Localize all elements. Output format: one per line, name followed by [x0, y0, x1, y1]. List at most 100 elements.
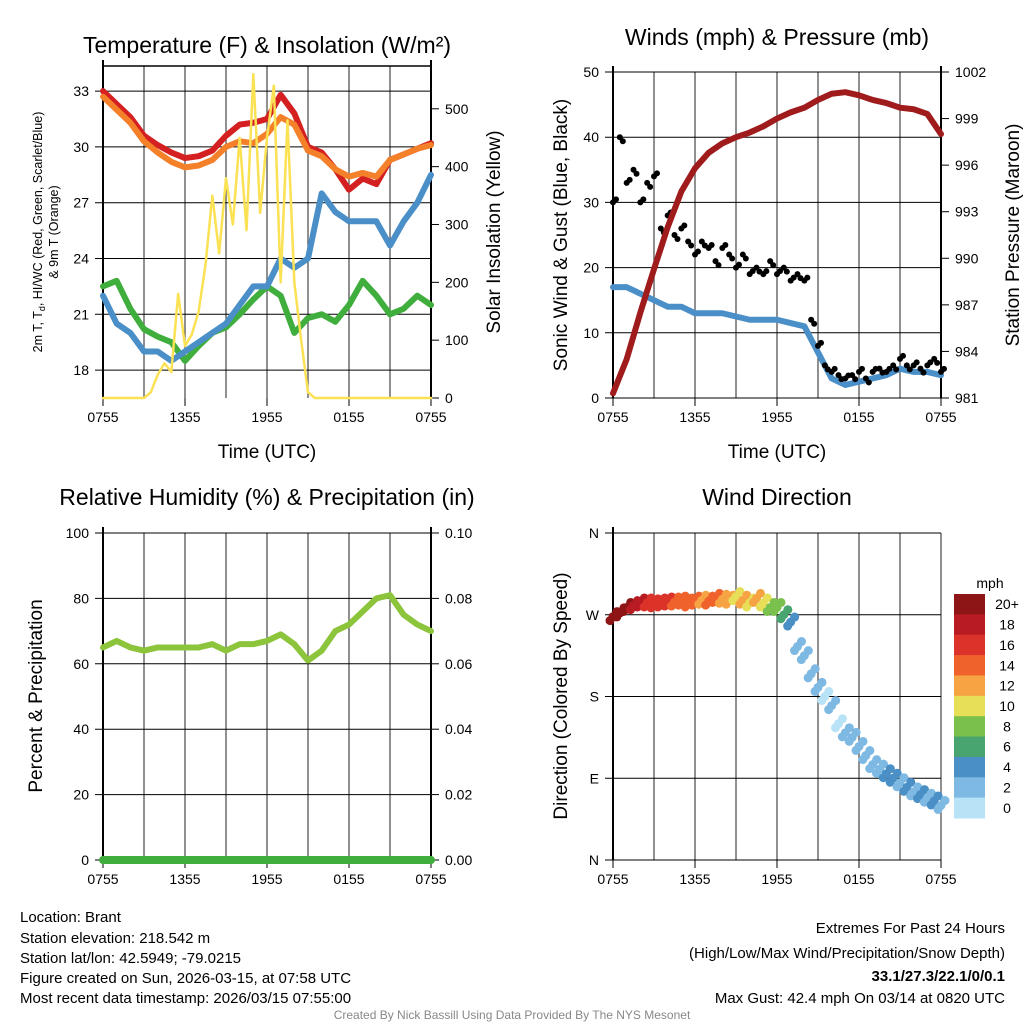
y2-tick-label: 0	[445, 390, 453, 406]
wind-direction-point	[728, 596, 738, 606]
colorbar-swatch	[954, 797, 985, 819]
y2-tick-label: 990	[955, 250, 979, 266]
y-tick-label: 30	[583, 194, 599, 210]
gust-point	[681, 222, 688, 229]
x-tick-label: 0755	[415, 871, 446, 887]
y2-tick-label: 996	[955, 157, 979, 173]
max-gust: Max Gust: 42.4 mph On 03/14 at 0820 UTC	[715, 990, 1005, 1007]
wind-direction-point	[626, 605, 635, 615]
wind-direction-point	[913, 794, 922, 804]
gust-point	[790, 274, 797, 281]
colorbar-label: 14	[999, 657, 1015, 673]
gust-point	[736, 261, 742, 268]
wind-direction-points	[605, 587, 950, 814]
y2-tick-label: 0.10	[445, 525, 472, 541]
wind-direction-point	[899, 786, 909, 796]
station-info-line: Figure created on Sun, 2026-03-15, at 07…	[20, 970, 351, 987]
wind-direction-point	[865, 746, 875, 756]
wind-direction-point	[817, 677, 827, 687]
chart-panel-2: 0 10 20 30 40 50 981 984 987 990 993 996 999 1002 0755…	[583, 64, 986, 425]
gust-point	[777, 268, 783, 275]
y2-tick-label: 0.02	[445, 787, 472, 803]
wind-direction-point	[667, 601, 676, 611]
station-info-line: Most recent data timestamp: 2026/03/15 0…	[20, 990, 351, 1007]
gust-point	[831, 365, 838, 372]
wind-direction-point	[612, 612, 622, 622]
wind-direction-point	[742, 590, 752, 600]
wind-direction-point	[803, 673, 813, 683]
wind-direction-point	[844, 736, 854, 746]
gust-point	[695, 248, 701, 255]
colorbar-label: 16	[999, 637, 1015, 653]
x-tick-label: 1355	[169, 409, 200, 425]
wind-direction-point	[701, 600, 711, 610]
x-tick-label: 0755	[925, 871, 956, 887]
extremes-title: Extremes For Past 24 Hours	[816, 920, 1005, 937]
wind-direction-point	[762, 606, 772, 616]
y-tick-label: 18	[73, 362, 89, 378]
extremes-panel: Extremes For Past 24 Hours (High/Low/Max…	[689, 920, 1005, 1007]
wind-direction-point	[755, 602, 765, 612]
y2-tick-label: 0.00	[445, 852, 472, 868]
gust-point	[852, 376, 859, 383]
x-tick-label: 0755	[597, 409, 628, 425]
gust-point	[818, 339, 824, 346]
wind-direction-point	[926, 800, 936, 810]
y-tick-label: 60	[73, 656, 89, 672]
gust-point	[927, 359, 934, 366]
wind-direction-point	[831, 696, 841, 706]
wind-direction-point	[714, 598, 724, 608]
wind-direction-point	[899, 773, 909, 783]
wind-direction-point	[817, 696, 827, 705]
colorbar-swatch	[954, 655, 985, 676]
colorbar-label: 8	[1003, 718, 1011, 734]
colorbar-label: 2	[1003, 779, 1011, 795]
colorbar-label: 10	[999, 698, 1015, 714]
wind-direction-point	[708, 597, 717, 607]
temp-xlabel: Time (UTC)	[218, 442, 317, 463]
wind-direction-point	[885, 764, 895, 774]
gust-point	[674, 236, 681, 242]
gust-point	[619, 138, 626, 145]
speed-colorbar: mph 20+ 18 16 14 12 10 8 6 4 2 0	[954, 575, 1019, 819]
y2-tick-label: 0.06	[445, 656, 472, 672]
x-tick-label: 0755	[87, 871, 118, 887]
x-tick-label: 1355	[679, 409, 710, 425]
gust-series	[610, 134, 947, 386]
gust-point	[783, 268, 790, 275]
x-tick-label: 1955	[761, 871, 792, 887]
colorbar-label: 12	[999, 678, 1015, 694]
colorbar-swatch	[954, 756, 985, 778]
wind-direction-point	[796, 655, 806, 665]
colorbar-title: mph	[976, 575, 1003, 591]
y-tick-label: 0	[591, 390, 599, 406]
wind-direction-point	[762, 593, 772, 603]
wind-direction-point	[906, 791, 916, 801]
x-tick-label: 1355	[679, 871, 710, 887]
wind-direction-point	[865, 764, 875, 774]
gust-point	[722, 242, 729, 249]
wind-direction-point	[605, 616, 615, 626]
credit-line: Created By Nick Bassill Using Data Provi…	[334, 1008, 691, 1022]
temp-ylabel: 2m T, Td, HI/WC (Red, Green, Scarlet/Blu…	[31, 112, 47, 353]
wind-direction-point	[919, 797, 929, 807]
gust-point	[941, 365, 947, 372]
winddir-chart-title: Wind Direction	[702, 484, 852, 510]
colorbar-label: 0	[1003, 800, 1011, 816]
colorbar-swatch	[954, 675, 985, 697]
gust-point	[859, 365, 865, 372]
wind-direction-point	[619, 606, 629, 616]
colorbar-swatch	[954, 716, 985, 738]
wind-direction-point	[851, 745, 861, 755]
wind-direction-point	[933, 805, 943, 814]
y2-tick-label: 987	[955, 297, 979, 313]
wind-direction-point	[756, 588, 765, 598]
y2-tick-label: 100	[445, 332, 469, 348]
y-tick-label: 0	[81, 852, 89, 868]
gust-point	[633, 170, 640, 177]
wind-y2label: Station Pressure (Maroon)	[1003, 124, 1024, 347]
y2-tick-label: 981	[955, 390, 979, 406]
station-pressure-series	[610, 89, 944, 397]
y2-tick-label: 999	[955, 111, 979, 127]
